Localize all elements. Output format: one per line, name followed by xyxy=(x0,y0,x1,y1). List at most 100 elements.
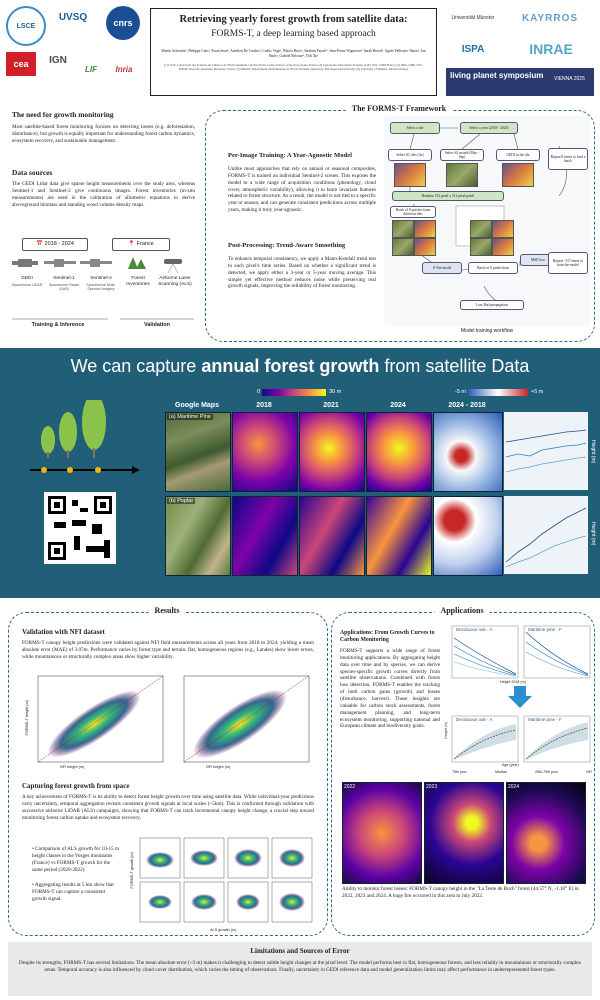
region: France xyxy=(136,241,154,247)
axis-label: FORMS-T height (m) xyxy=(25,700,29,736)
sensor-type: Spaceborne Multi-Spectral Imagery xyxy=(86,283,116,292)
section-heading: Limitations and Sources of Error xyxy=(250,947,350,955)
group-label: Validation xyxy=(144,322,170,328)
panel-title: The FORMS-T Framework xyxy=(345,104,453,113)
workflow-step: Random 512 pixel x 512 pixel patch xyxy=(392,191,504,201)
authors: Martin Schwartz¹, Philippe Ciais¹, Ewan … xyxy=(161,49,426,58)
map-image xyxy=(433,412,503,492)
map-image xyxy=(366,412,432,492)
caption: Ability to monitor forest losses: FORMS-… xyxy=(342,886,579,899)
legend-entry: 25th-75th perc xyxy=(534,770,559,774)
thumbnail xyxy=(446,163,478,187)
map-image xyxy=(165,496,231,576)
legend-entry: 75th perc xyxy=(452,770,467,774)
bullet-text: Comparison of ALS growth for 10-15 m hei… xyxy=(32,846,119,873)
validation-scatter xyxy=(37,675,310,763)
logo: living planet symposium xyxy=(450,71,544,80)
paragraph: Most satellite-based forest monitoring f… xyxy=(12,124,195,144)
logo: LIF xyxy=(85,64,97,74)
thumbnail xyxy=(414,220,436,238)
colorbar xyxy=(468,389,528,396)
map-image xyxy=(366,496,432,576)
workflow-step: Select S2 month (May - Sep) xyxy=(440,149,484,161)
map-label: 2022 xyxy=(344,784,356,790)
sensor-type: Spaceborne Radar (SAR) xyxy=(48,283,80,292)
column-label: 2024 xyxy=(390,402,406,409)
affiliations: (1) LSCE, Laboratoire des Sciences du Cl… xyxy=(164,63,423,71)
axis-label: Age (year) xyxy=(502,763,519,767)
section-heading: The need for growth monitoring xyxy=(12,110,114,119)
colorbar-label: 0 xyxy=(256,389,260,395)
sensor-name: Sentinel-2 xyxy=(90,276,112,281)
thumbnail xyxy=(470,220,492,238)
subtitle: FORMS-T, a deep learning based approach xyxy=(211,29,376,39)
bullet: • Aggregating results at 5 km show that … xyxy=(32,882,114,902)
map-image xyxy=(165,412,231,492)
caption: Model training workflow xyxy=(460,328,514,334)
column-label: 2024 - 2018 xyxy=(448,402,486,409)
sensor-name: Sentinel-1 xyxy=(53,276,75,281)
thumbnail xyxy=(470,238,492,256)
growth-scatter xyxy=(139,837,313,923)
panel-label: Maritime pine - F xyxy=(528,627,562,632)
colorbar-label: 30 m xyxy=(329,389,342,395)
row-label: (a) Maritime Pine xyxy=(167,414,213,420)
workflow-step: Repeat 8 times to load a batch xyxy=(548,148,588,170)
paragraph: A key achievement of FORMS-T is its abil… xyxy=(22,794,314,821)
paragraph: To enhance temporal consistency, we appl… xyxy=(228,256,376,290)
map-label: 2023 xyxy=(426,784,438,790)
map-image xyxy=(342,782,422,884)
map-image xyxy=(232,496,298,576)
workflow-step: Repeat ~10⁷ times to train the model xyxy=(548,252,588,274)
workflow-step: Loss Backpropagation xyxy=(460,300,524,310)
group-label: Training & Inference xyxy=(31,322,85,328)
column-label: 2021 xyxy=(323,402,339,409)
column-label: Google Maps xyxy=(175,402,219,409)
sensor-name: Forest Inventories xyxy=(126,276,150,287)
logo: IGN xyxy=(49,54,67,66)
axis-label: Height (m) xyxy=(444,722,448,739)
banner-illustration xyxy=(30,400,140,564)
section-heading: Per-Image Training: A Year-Agnostic Mode… xyxy=(228,152,352,159)
section-heading: Capturing forest growth from space xyxy=(22,782,130,790)
logo: KAYRROS xyxy=(521,12,579,24)
sensor-name: GEDI xyxy=(21,276,33,281)
map-image xyxy=(299,412,365,492)
section-heading: Post-Processing: Trend-Aware Smoothing xyxy=(228,242,346,249)
workflow-step: Select a year (2018 - 2023) xyxy=(460,122,518,134)
logo: cnrs xyxy=(106,6,140,40)
map-image xyxy=(506,782,586,884)
legend-entry: Median xyxy=(495,770,507,774)
workflow-step: U-Net model xyxy=(422,262,462,274)
title-part: annual forest growth xyxy=(201,356,380,376)
banner-title: We can capture annual forest growth from… xyxy=(0,356,600,377)
workflow-step: Batch of 8 patches from different tiles xyxy=(390,206,436,218)
thumbnail xyxy=(492,220,514,238)
paragraph: Despite its strengths, FORMS-T has sever… xyxy=(18,960,582,973)
workflow-step: Select a tile xyxy=(390,122,440,134)
axis-label: Height (m) xyxy=(590,440,596,464)
row-label: (b) Poplar xyxy=(167,498,196,504)
axis-label: ALS growth (m) xyxy=(210,928,237,932)
map-image xyxy=(232,412,298,492)
sensor-icons xyxy=(12,257,194,320)
thumbnail xyxy=(394,163,426,187)
map-image xyxy=(299,496,365,576)
height-plots xyxy=(504,412,588,574)
logo: VIENNA 2025 xyxy=(554,76,585,82)
thumbnail xyxy=(392,220,414,238)
paragraph: FORMS-T supports a wide range of forest … xyxy=(340,648,440,730)
axis-label: NFI height (m) xyxy=(206,765,231,769)
map-image xyxy=(433,496,503,576)
paragraph: FORMS-T canopy height predictions were v… xyxy=(22,640,314,660)
colorbar xyxy=(262,389,326,396)
symposium-box: living planet symposium VIENNA 2025 xyxy=(446,68,594,96)
thumbnail xyxy=(392,238,414,256)
workflow-step: Select S1 tiles (4x) xyxy=(388,149,432,161)
title-part: from satellite Data xyxy=(379,356,530,376)
panel-label: Deciduous oak - A xyxy=(456,717,493,722)
bullet: • Comparison of ALS growth for 10-15 m h… xyxy=(32,846,119,873)
axis-label: Height (m) xyxy=(590,522,596,546)
logo: cea xyxy=(6,52,36,76)
sensor-name: Airborne Laser Scanning (ALS) xyxy=(158,276,192,287)
